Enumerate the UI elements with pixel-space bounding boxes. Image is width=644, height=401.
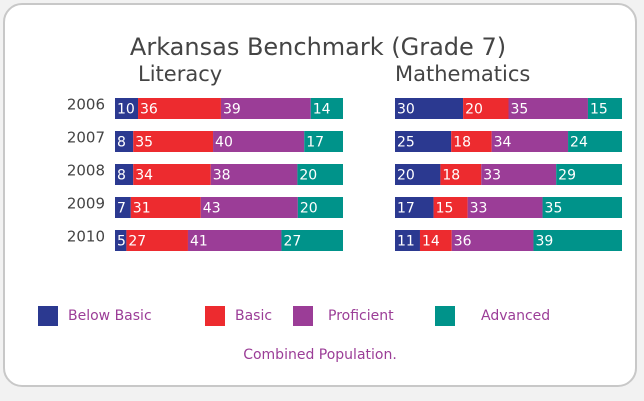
legend-swatch [38,306,58,326]
y-tick-label: 2009 [67,195,105,213]
data-label: 8 [117,135,126,151]
bar-segment [395,230,420,251]
data-label: 17 [397,201,415,217]
bar-segment [210,164,298,185]
data-label: 8 [117,168,126,184]
data-label: 18 [442,168,460,184]
bar-segment [130,197,201,218]
bar-segment [481,164,557,185]
bar-segment [419,230,452,251]
bar-segment [467,197,543,218]
y-tick-label: 2008 [67,162,105,180]
data-label: 43 [203,201,221,217]
bar-segment [451,230,534,251]
bar-segment [451,131,492,152]
data-label: 33 [483,168,501,184]
bar-segment [440,164,482,185]
note: Combined Population. [243,347,397,363]
bar-segment [395,164,441,185]
bar-segment [491,131,569,152]
y-tick-label: 2006 [67,96,105,114]
legend-label: Basic [235,308,272,324]
data-label: 11 [397,234,415,250]
data-label: 36 [454,234,472,250]
data-label: 14 [422,234,440,250]
bar-segment [568,131,622,152]
bar-segment [463,98,509,119]
data-label: 15 [436,201,454,217]
data-label: 14 [313,102,331,118]
data-label: 41 [190,234,208,250]
data-label: 36 [140,102,158,118]
data-label: 20 [300,201,318,217]
bar-segment [395,131,452,152]
bar-segment [115,98,139,119]
bar-segment [297,197,343,218]
data-label: 29 [558,168,576,184]
data-label: 38 [213,168,231,184]
bar-segment [115,131,134,152]
bar-segment [433,197,468,218]
data-label: 40 [215,135,233,151]
legend-swatch [435,306,455,326]
bar-segment [310,98,343,119]
legend-label: Below Basic [68,308,152,324]
data-label: 39 [535,234,553,250]
panel-title: Mathematics [395,62,530,86]
bar-segment [115,164,134,185]
data-label: 5 [117,234,126,250]
bar-segment [542,197,622,218]
data-label: 31 [133,201,151,217]
bar-segment [115,197,131,218]
data-label: 34 [135,168,153,184]
data-label: 39 [223,102,241,118]
data-label: 35 [135,135,153,151]
data-label: 20 [397,168,415,184]
chart-title: Arkansas Benchmark (Grade 7) [130,33,506,61]
data-label: 27 [283,234,301,250]
data-label: 7 [117,201,126,217]
bar-segment [187,230,282,251]
legend-label: Proficient [328,308,394,324]
bar-segment [533,230,622,251]
bar-segment [556,164,622,185]
y-tick-label: 2010 [67,228,105,246]
data-label: 33 [470,201,488,217]
data-label: 17 [306,135,324,151]
data-label: 30 [397,102,415,118]
data-label: 15 [590,102,608,118]
bar-segment [220,98,311,119]
data-label: 20 [465,102,483,118]
data-label: 20 [299,168,317,184]
bar-segment [587,98,622,119]
data-label: 24 [570,135,588,151]
data-label: 25 [397,135,415,151]
bar-segment [297,164,343,185]
bar-segment [126,230,188,251]
data-label: 34 [494,135,512,151]
legend-swatch [293,306,313,326]
legend-swatch [205,306,225,326]
bar-segment [508,98,588,119]
y-tick-label: 2007 [67,129,105,147]
bar-segment [395,98,464,119]
panel-title: Literacy [138,62,222,86]
bar-segment [115,230,127,251]
data-label: 10 [117,102,135,118]
bar-segment [213,131,305,152]
legend-label: Advanced [481,308,550,324]
bar-segment [133,164,211,185]
data-label: 18 [453,135,471,151]
bar-segment [133,131,214,152]
data-label: 35 [511,102,529,118]
bar-segment [281,230,343,251]
bar-segment [395,197,434,218]
bar-segment [304,131,343,152]
bar-segment [200,197,298,218]
data-label: 35 [545,201,563,217]
data-label: 27 [128,234,146,250]
bar-segment [138,98,221,119]
